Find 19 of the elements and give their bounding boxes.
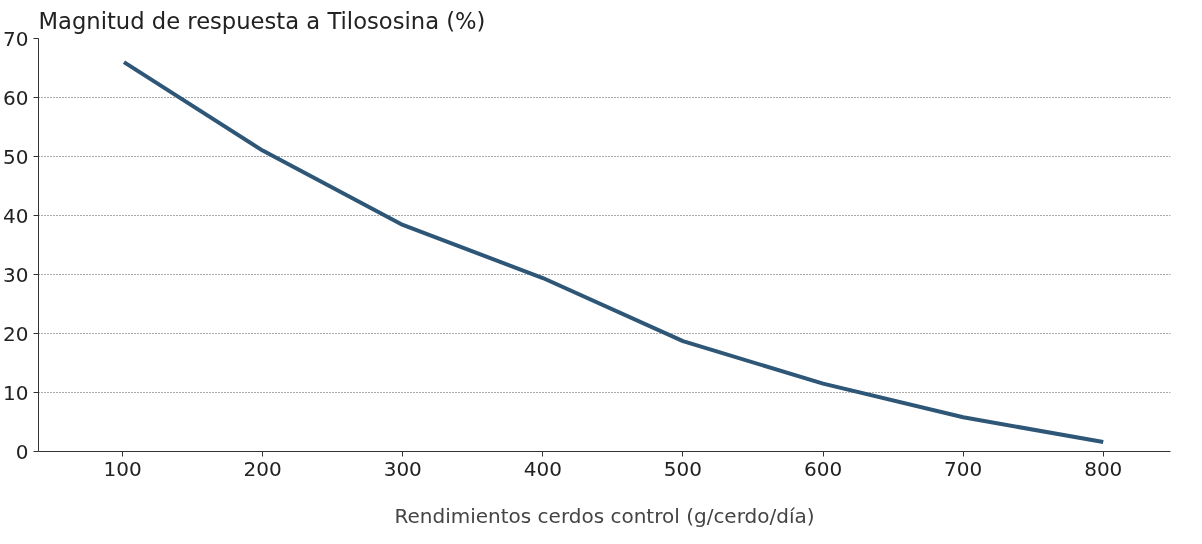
y-tick-label: 70 bbox=[3, 26, 29, 51]
line-series bbox=[121, 60, 1106, 445]
x-tick-label: 600 bbox=[803, 456, 843, 481]
x-tick-label: 800 bbox=[1084, 456, 1123, 481]
y-tick-label: 60 bbox=[3, 85, 29, 110]
y-tick-label: 30 bbox=[3, 262, 29, 287]
x-tick-label: 700 bbox=[944, 456, 983, 481]
x-tick-label: 500 bbox=[663, 456, 703, 481]
y-axis-title: Magnitud de respuesta a Tilososina (%) bbox=[38, 7, 486, 34]
y-tick-label: 10 bbox=[3, 380, 29, 405]
x-tick-label: 200 bbox=[243, 456, 282, 481]
x-tick-label: 400 bbox=[523, 456, 562, 481]
y-tick-label: 40 bbox=[3, 203, 29, 228]
x-tick-label: 100 bbox=[103, 456, 142, 481]
x-tick-label: 300 bbox=[383, 456, 422, 481]
y-tick-label: 50 bbox=[3, 144, 29, 169]
y-tick-label: 0 bbox=[15, 439, 29, 464]
y-tick-label: 20 bbox=[3, 321, 29, 346]
x-axis-title: Rendimientos cerdos control (g/cerdo/día) bbox=[394, 503, 815, 528]
